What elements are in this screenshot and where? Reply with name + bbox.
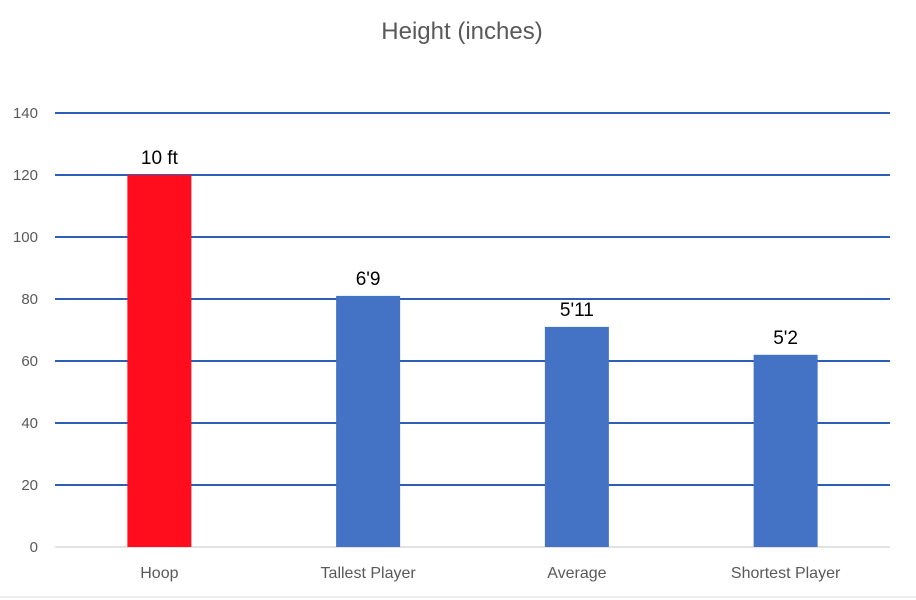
y-tick-label: 60 xyxy=(21,353,38,370)
y-tick-label: 80 xyxy=(21,291,38,308)
x-axis-tick-labels: Hoop Tallest Player Average Shortest Player xyxy=(140,565,841,582)
bar-hoop xyxy=(127,175,192,547)
data-labels: 10 ft 6'9 5'11 5'2 xyxy=(141,148,798,349)
y-axis-tick-labels: 0 20 40 60 80 100 120 140 xyxy=(13,105,38,556)
x-tick-label: Average xyxy=(547,565,606,582)
data-label: 6'9 xyxy=(356,269,381,290)
chart-title: Height (inches) xyxy=(381,18,542,45)
x-tick-label: Tallest Player xyxy=(321,565,417,582)
data-label: 5'2 xyxy=(773,328,798,349)
bar-shortest-player xyxy=(753,354,818,547)
y-tick-label: 40 xyxy=(21,415,38,432)
bar-tallest-player xyxy=(336,295,401,547)
y-tick-label: 20 xyxy=(21,477,38,494)
bars xyxy=(127,175,818,547)
data-label: 10 ft xyxy=(141,148,179,169)
gridlines xyxy=(55,112,890,486)
x-tick-label: Shortest Player xyxy=(731,565,841,582)
data-label: 5'11 xyxy=(560,300,594,321)
bar-average xyxy=(544,326,609,547)
y-tick-label: 0 xyxy=(30,539,38,556)
y-tick-label: 140 xyxy=(13,105,38,122)
x-tick-label: Hoop xyxy=(140,565,178,582)
y-tick-label: 100 xyxy=(13,229,38,246)
y-tick-label: 120 xyxy=(13,167,38,184)
